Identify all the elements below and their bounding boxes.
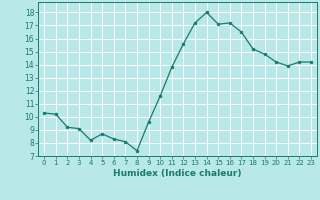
X-axis label: Humidex (Indice chaleur): Humidex (Indice chaleur)	[113, 169, 242, 178]
